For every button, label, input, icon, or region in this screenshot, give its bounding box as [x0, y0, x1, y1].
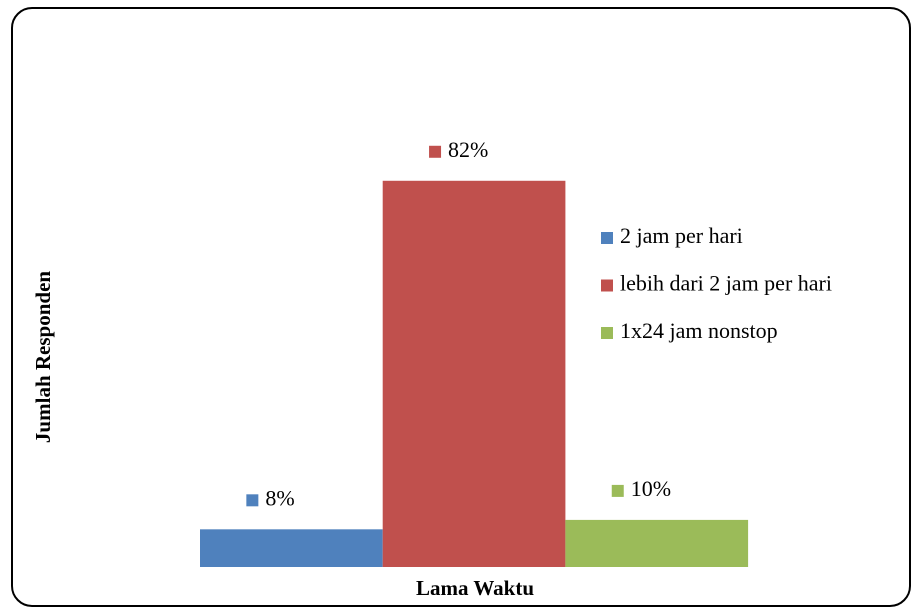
bar [382, 180, 566, 567]
value-label: 10% [631, 476, 671, 501]
value-label: 8% [265, 485, 294, 510]
value-label-marker [429, 145, 442, 158]
legend-label: 2 jam per hari [620, 223, 743, 248]
bar [565, 519, 749, 567]
legend-label: lebih dari 2 jam per hari [620, 271, 832, 296]
y-axis-title: Jumlah Responden [31, 271, 55, 443]
legend-label: 1x24 jam nonstop [620, 318, 778, 343]
legend-marker [601, 327, 613, 339]
value-label-marker [246, 494, 259, 507]
x-axis-title: Lama Waktu [416, 576, 534, 600]
legend-marker [601, 232, 613, 244]
value-label-marker [611, 484, 624, 497]
bar [200, 529, 383, 567]
value-label: 82% [448, 137, 488, 162]
legend-marker [601, 279, 613, 292]
